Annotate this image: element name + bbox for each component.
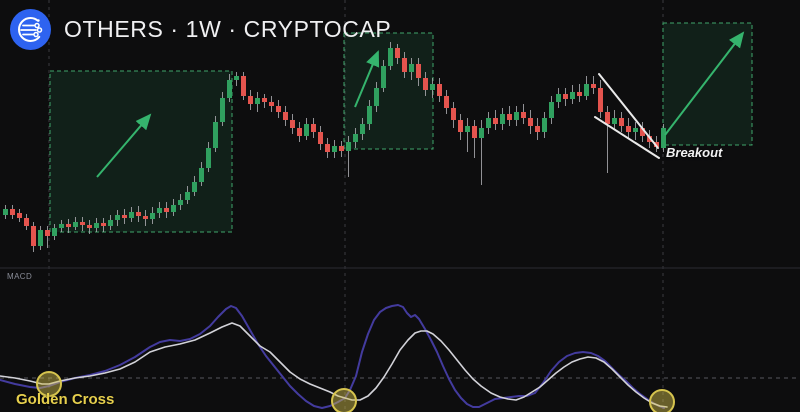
pattern-boxes [49, 22, 753, 233]
symbol-legend: OTHERS · 1W · CRYPTOCAP [10, 9, 391, 50]
trend-arrows [96, 31, 745, 178]
macd-indicator-label: MACD [7, 272, 33, 281]
candlestick-series [3, 42, 666, 252]
symbol-title[interactable]: OTHERS · 1W · CRYPTOCAP [64, 16, 392, 42]
breakout-label: Breakout [666, 145, 723, 160]
macd-signal-line [0, 322, 668, 408]
golden-cross-circles [36, 371, 675, 412]
vertical-gridlines [48, 0, 664, 412]
falling-wedge-trendlines [594, 73, 660, 159]
macd-line [0, 304, 665, 409]
golden-cross-label: Golden Cross [16, 391, 115, 408]
cryptocap-others-logo-icon [10, 9, 51, 50]
